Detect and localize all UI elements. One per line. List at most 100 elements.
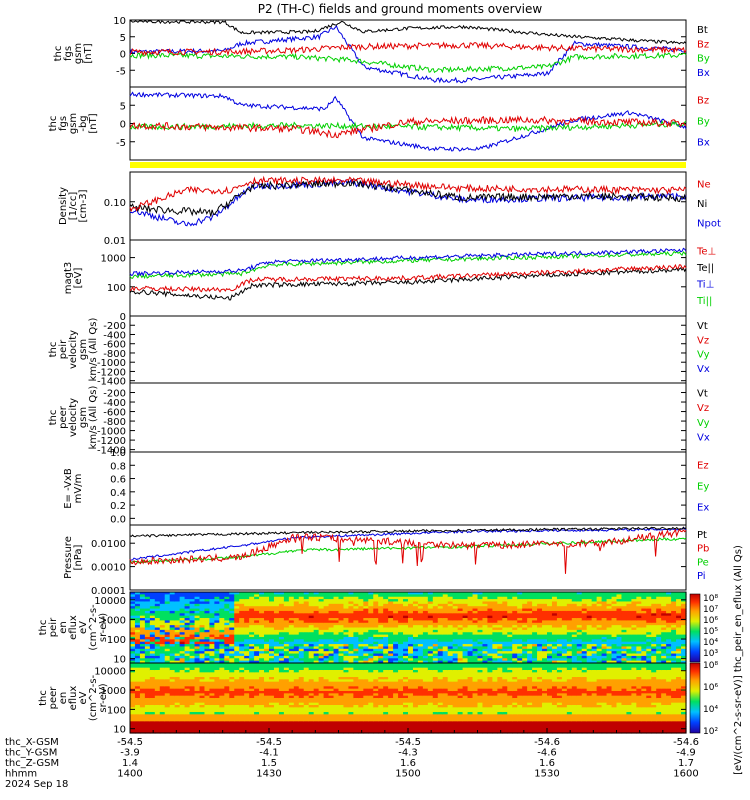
spectrogram-cell	[139, 660, 146, 664]
spectrogram-cell	[646, 644, 652, 648]
legend-entry: Vt	[697, 388, 708, 399]
spectrogram-cell	[179, 636, 186, 640]
spectrogram-cell	[194, 648, 201, 652]
spectrogram-cell	[164, 660, 171, 664]
spectrogram-cell	[149, 695, 156, 699]
spectrogram-cell	[636, 634, 642, 638]
spectrogram-cell	[561, 641, 568, 645]
spectrogram-cell	[254, 716, 260, 720]
spectrogram-cell	[507, 592, 513, 595]
spectrogram-cell	[502, 594, 508, 598]
spectrogram-cell	[239, 603, 245, 607]
spectrogram-cell	[283, 658, 290, 662]
spectrogram-cell	[616, 613, 623, 617]
spectrogram-cell	[343, 672, 350, 676]
spectrogram-cell	[288, 625, 295, 629]
spectrogram-cell	[308, 698, 315, 701]
spectrogram-cell	[149, 726, 156, 729]
spectrogram-cell	[412, 625, 419, 629]
spectrogram-cell	[204, 721, 211, 725]
spectrogram-cell	[363, 651, 369, 655]
spectrogram-cell	[502, 658, 508, 662]
spectrogram-cell	[308, 709, 315, 713]
spectrogram-cell	[273, 613, 280, 617]
spectrogram-cell	[234, 698, 240, 701]
spectrogram-cell	[139, 681, 146, 685]
spectrogram-cell	[393, 646, 399, 650]
spectrogram-cell	[234, 651, 240, 655]
spectrogram-cell	[154, 681, 161, 685]
spectrogram-cell	[288, 596, 295, 600]
spectrogram-cell	[323, 670, 330, 673]
spectrogram-cell	[547, 594, 553, 598]
spectrogram-cell	[199, 644, 206, 648]
spectrogram-cell	[298, 596, 305, 600]
spectrogram-cell	[164, 594, 171, 598]
spectrogram-cell	[462, 613, 469, 617]
spectrogram-cell	[363, 606, 369, 610]
spectrogram-cell	[651, 632, 657, 636]
spectrogram-cell	[149, 596, 156, 600]
spectrogram-cell	[467, 596, 474, 600]
spectrogram-cell	[199, 615, 206, 619]
spectrogram-cell	[254, 622, 260, 626]
spectrogram-cell	[244, 608, 250, 612]
spectrogram-cell	[487, 644, 493, 648]
spectrogram-cell	[189, 702, 196, 706]
spectrogram-cell	[343, 730, 350, 734]
spectrogram-cell	[234, 705, 240, 708]
spectrogram-cell	[328, 726, 335, 729]
spectrogram-cell	[373, 618, 379, 621]
spectrogram-cell	[179, 594, 186, 598]
spectrogram-cell	[164, 641, 171, 645]
spectrogram-cell	[666, 599, 672, 603]
spectrogram-cell	[174, 644, 181, 648]
spectrogram-cell	[264, 644, 270, 648]
spectrogram-cell	[313, 716, 320, 720]
spectrogram-cell	[348, 651, 354, 655]
spectrogram-cell	[214, 651, 220, 655]
spectrogram-cell	[134, 726, 141, 729]
spectrogram-cell	[616, 618, 623, 621]
spectrogram-cell	[249, 702, 255, 706]
spectrogram-cell	[194, 665, 201, 669]
y-tick-label: 10	[113, 16, 126, 27]
spectrogram-cell	[174, 679, 181, 683]
spectrogram-cell	[636, 625, 642, 629]
spectrogram-cell	[219, 594, 225, 598]
spectrogram-cell	[229, 646, 235, 650]
spectrogram-cell	[254, 660, 260, 664]
spectrogram-cell	[522, 653, 528, 657]
spectrogram-cell	[278, 613, 285, 617]
spectrogram-cell	[408, 613, 414, 617]
spectrogram-cell	[452, 648, 459, 652]
spectrogram-cell	[298, 608, 305, 612]
spectrogram-cell	[412, 651, 419, 655]
spectrogram-cell	[616, 636, 623, 640]
spectrogram-cell	[149, 674, 156, 678]
spectrogram-cell	[671, 644, 677, 648]
spectrogram-cell	[179, 721, 186, 725]
spectrogram-cell	[293, 620, 300, 624]
spectrogram-cell	[651, 634, 657, 638]
spectrogram-cell	[338, 677, 345, 680]
spectrogram-cell	[596, 634, 603, 638]
spectrogram-cell	[532, 599, 538, 603]
spectrogram-cell	[293, 634, 300, 638]
spectrogram-cell	[651, 606, 657, 610]
spectrogram-cell	[134, 613, 141, 617]
spectrogram-cell	[666, 622, 672, 626]
spectrogram-cell	[179, 726, 186, 729]
y-axis-label: sr-eV)	[98, 613, 109, 642]
spectrogram-cell	[264, 723, 270, 727]
spectrogram-cell	[139, 646, 146, 650]
spectrogram-cell	[313, 622, 320, 626]
spectrogram-cell	[417, 601, 424, 605]
spectrogram-cell	[194, 677, 201, 680]
spectrogram-cell	[308, 686, 315, 690]
spectrogram-cell	[303, 601, 310, 605]
spectrogram-cell	[130, 636, 136, 640]
spectrogram-cell	[437, 655, 444, 659]
spectrogram-cell	[358, 712, 364, 715]
spectrogram-cell	[259, 688, 265, 692]
